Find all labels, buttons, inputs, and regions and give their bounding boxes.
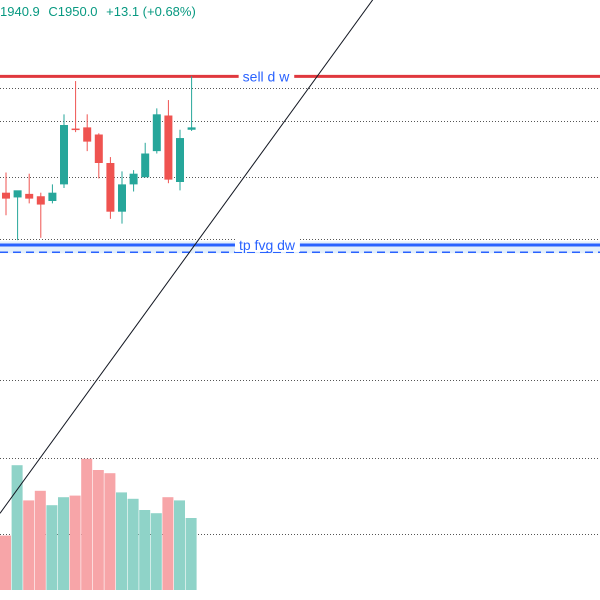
volume-bar (185, 518, 197, 590)
candle-body (164, 115, 173, 180)
tp-label-background (234, 237, 300, 252)
volume-bar (116, 492, 127, 590)
candle-body (176, 138, 184, 182)
candle-body (118, 184, 126, 212)
candle-body (60, 125, 68, 185)
volume-bar (69, 495, 81, 590)
candle-body (94, 134, 103, 163)
volume-bar (23, 500, 35, 590)
volume-bar (139, 510, 151, 590)
volume-bar (58, 497, 69, 590)
candle-body (36, 196, 45, 205)
candle-body (25, 193, 34, 199)
candle-body (13, 190, 22, 198)
change-value: +13.1 (+0.68%) (106, 4, 196, 19)
candle-body (2, 192, 10, 199)
open-value: 1940.9 (0, 4, 40, 19)
candle-body (129, 173, 138, 185)
volume-bar (11, 465, 23, 590)
volume-bar (81, 458, 93, 590)
volume-bar (46, 505, 58, 590)
volume-bar (150, 513, 162, 590)
candle-body (71, 128, 80, 131)
candle-body (106, 163, 115, 212)
tp-zone (0, 241, 600, 254)
candle-body (187, 127, 196, 130)
ohlc-legend: 1940.9 C1950.0 +13.1 (+0.68%) (0, 4, 201, 19)
candle-body (141, 153, 150, 178)
candle-body (152, 114, 161, 152)
close-value: C1950.0 (48, 4, 98, 19)
volume-bar (0, 535, 11, 590)
volume-bar (92, 470, 104, 590)
volume-bar (174, 500, 185, 590)
sell-label: sell d w (243, 68, 291, 84)
sell-label-background (238, 69, 295, 84)
tp-label: tp fvg dw (239, 237, 296, 253)
volume-bar (162, 497, 174, 590)
trend-line (0, 0, 374, 514)
candle-body (83, 127, 92, 142)
volume-bar (104, 473, 116, 590)
volume-bar (34, 490, 46, 590)
candle-body (48, 192, 57, 201)
volume-bar (127, 498, 139, 590)
